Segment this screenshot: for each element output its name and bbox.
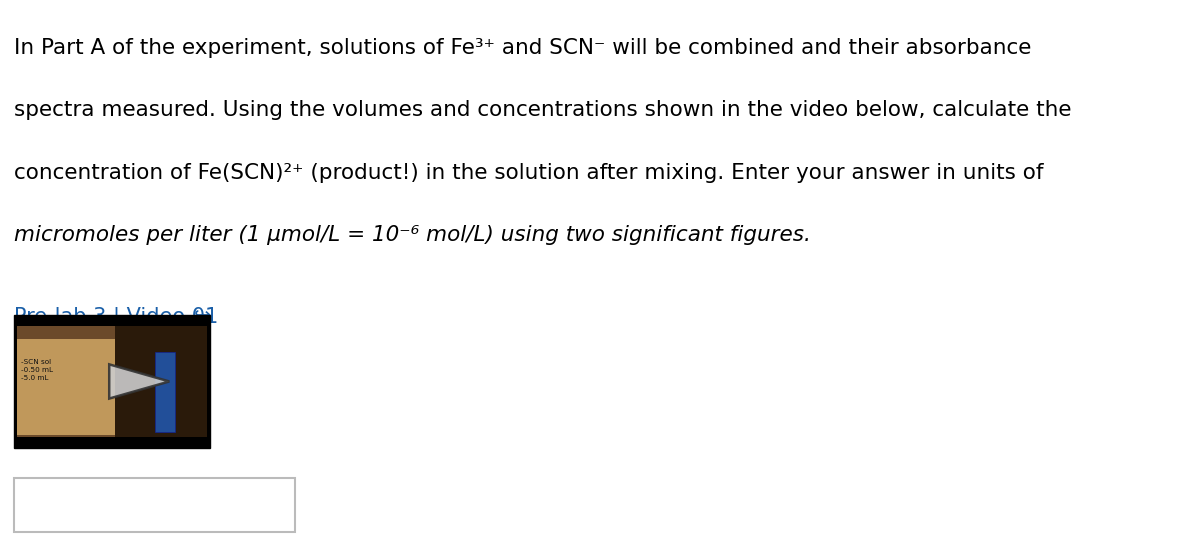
Bar — [155, 352, 175, 432]
Text: micromoles per liter (1 μmol/L = 10⁻⁶ mol/L) using two significant figures.: micromoles per liter (1 μmol/L = 10⁻⁶ mo… — [13, 225, 811, 245]
Text: In Part A of the experiment, solutions of Fe³⁺ and SCN⁻ will be combined and the: In Part A of the experiment, solutions o… — [13, 38, 1031, 58]
Text: ↪: ↪ — [194, 307, 211, 327]
Text: spectra measured. Using the volumes and concentrations shown in the video below,: spectra measured. Using the volumes and … — [13, 100, 1072, 121]
Bar — [17, 326, 206, 437]
Bar — [115, 326, 206, 437]
Bar — [13, 315, 210, 448]
Text: Pre-lab 3 | Video 01: Pre-lab 3 | Video 01 — [13, 307, 218, 329]
Polygon shape — [109, 364, 169, 399]
Bar — [13, 478, 295, 532]
Text: -SCN sol
-0.50 mL
-5.0 mL: -SCN sol -0.50 mL -5.0 mL — [22, 358, 53, 381]
Text: concentration of Fe(SCN)²⁺ (product!) in the solution after mixing. Enter your a: concentration of Fe(SCN)²⁺ (product!) in… — [13, 163, 1043, 183]
Bar — [17, 339, 115, 435]
